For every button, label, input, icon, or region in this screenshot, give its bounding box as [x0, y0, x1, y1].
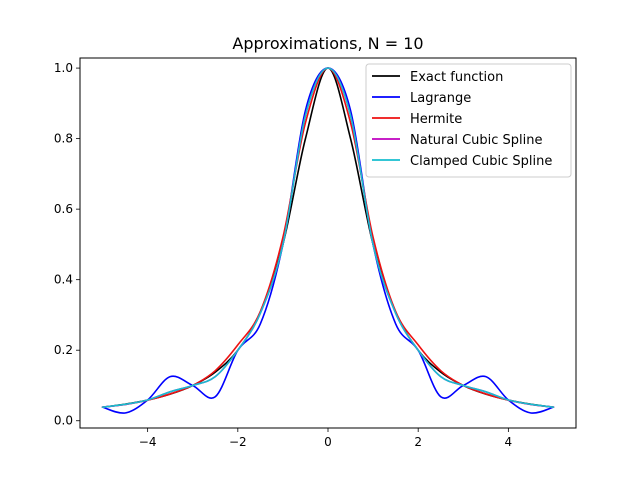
legend: Exact function Lagrange Hermite Natural Cub… — [365, 63, 572, 178]
chart-title: Approximations, N = 10 — [232, 34, 423, 53]
x-tick-label: −2 — [229, 435, 247, 449]
y-tick-label: 1.0 — [54, 61, 73, 75]
legend-label-natural-cubic-spline: Natural Cubic Spline — [410, 133, 543, 148]
legend-label-hermite: Hermite — [410, 112, 462, 127]
x-tick-label: 2 — [414, 435, 422, 449]
y-tick-label: 0.4 — [54, 273, 73, 287]
x-tick-label: 0 — [324, 435, 332, 449]
legend-box — [365, 63, 572, 178]
x-axis: −4 −2 0 2 4 — [139, 428, 512, 449]
series-line-clamped-cubic-spline — [101, 67, 555, 408]
plot-area — [101, 67, 555, 414]
y-tick-label: 0.2 — [54, 343, 73, 357]
x-tick-label: −4 — [139, 435, 157, 449]
y-tick-label: 0.6 — [54, 202, 73, 216]
y-tick-label: 0.0 — [54, 414, 73, 428]
legend-label-clamped-cubic-spline: Clamped Cubic Spline — [410, 154, 552, 169]
legend-label-lagrange: Lagrange — [410, 91, 471, 106]
series-group — [101, 67, 555, 414]
y-axis: 0.0 0.2 0.4 0.6 0.8 1.0 — [54, 61, 80, 428]
legend-label-exact-function: Exact function — [410, 70, 503, 85]
x-tick-label: 4 — [505, 435, 513, 449]
y-tick-label: 0.8 — [54, 132, 73, 146]
